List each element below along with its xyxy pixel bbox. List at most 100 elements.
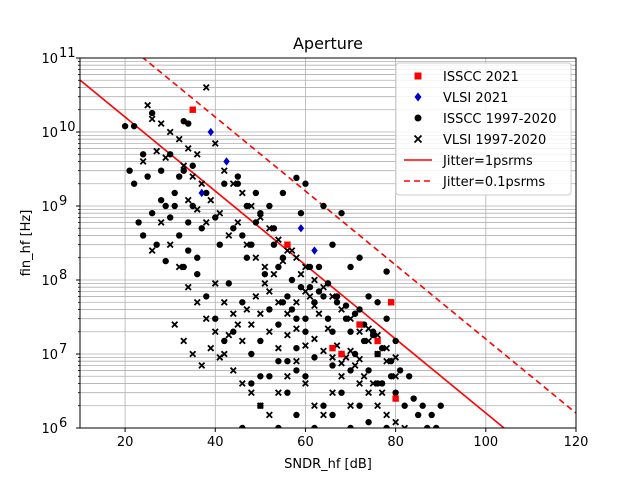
data-point: [342, 302, 350, 309]
plot-frame: [79, 57, 577, 429]
data-point: [180, 263, 187, 271]
y-tick-label: 10: [41, 422, 58, 437]
y-tick-exponent: 9: [59, 194, 67, 209]
data-point: [424, 424, 431, 428]
data-point: [378, 380, 386, 387]
data-point: [419, 402, 426, 409]
data-point: [256, 310, 264, 318]
data-point: [223, 157, 230, 166]
data-point: [433, 424, 440, 428]
data-point: [171, 189, 178, 197]
data-point: [297, 283, 305, 291]
data-point: [243, 306, 251, 313]
data-point: [243, 241, 251, 249]
data-point: [243, 202, 251, 210]
data-point: [252, 254, 260, 262]
data-point: [284, 293, 291, 300]
data-point: [392, 389, 399, 396]
data-point: [261, 270, 269, 278]
data-point: [293, 174, 300, 182]
data-point: [351, 362, 359, 369]
data-point: [193, 298, 201, 306]
data-point: [302, 342, 309, 350]
data-point: [211, 140, 219, 147]
data-point: [293, 411, 300, 419]
data-point: [216, 353, 224, 361]
data-point: [234, 173, 242, 180]
y-tick-label: 10: [41, 348, 58, 363]
data-point: [247, 321, 255, 328]
data-point: [293, 367, 300, 374]
data-point: [311, 402, 318, 410]
data-point: [230, 225, 237, 232]
data-point: [274, 344, 282, 352]
data-point: [365, 367, 372, 374]
data-point: [185, 247, 192, 254]
data-point: [392, 372, 400, 380]
data-point: [306, 292, 314, 300]
data-point: [202, 84, 210, 91]
data-point: [166, 214, 174, 221]
data-point: [220, 298, 228, 306]
data-point: [401, 402, 408, 409]
data-point: [270, 241, 278, 248]
series-2: [121, 109, 444, 428]
data-point: [351, 350, 359, 358]
data-point: [315, 310, 323, 318]
data-point: [189, 350, 197, 358]
data-point: [275, 357, 282, 365]
data-point: [320, 347, 327, 355]
data-point: [247, 389, 255, 397]
x-axis-label: SNDR_hf [dB]: [284, 457, 372, 472]
data-point: [383, 315, 390, 322]
data-point: [311, 276, 318, 284]
data-point: [266, 373, 273, 380]
y-tick-exponent: 10: [59, 120, 76, 135]
data-point: [176, 232, 183, 239]
data-point: [171, 202, 178, 210]
data-point: [198, 188, 205, 198]
data-point: [211, 279, 219, 287]
data-point: [144, 101, 152, 109]
data-point: [157, 196, 165, 204]
data-point: [229, 366, 237, 374]
data-point: [387, 299, 395, 306]
data-point: [220, 167, 228, 175]
data-point: [320, 293, 327, 300]
data-point: [189, 162, 196, 169]
data-point: [261, 263, 269, 271]
data-point: [121, 122, 129, 130]
data-point: [302, 180, 309, 187]
data-point: [185, 219, 192, 226]
data-point: [157, 218, 165, 226]
data-point: [338, 359, 345, 367]
data-point: [347, 367, 354, 374]
data-point: [283, 372, 291, 380]
data-point: [207, 196, 215, 204]
data-point: [338, 350, 345, 358]
data-point: [283, 331, 291, 339]
data-point: [302, 288, 309, 295]
data-point: [292, 254, 300, 262]
data-point: [207, 344, 215, 352]
data-point: [320, 283, 327, 291]
data-point: [265, 328, 273, 336]
data-point: [383, 268, 390, 275]
data-point: [369, 380, 377, 387]
data-point: [202, 315, 210, 323]
data-point: [198, 362, 206, 369]
data-point: [329, 241, 336, 248]
data-point: [347, 328, 354, 335]
data-point: [194, 254, 201, 261]
x-tick-label: 100: [473, 435, 498, 450]
data-point: [225, 280, 232, 287]
data-point: [356, 380, 364, 387]
legend-label: ISSCC 2021: [443, 70, 519, 85]
legend-marker: [414, 72, 422, 80]
data-point: [162, 257, 169, 265]
data-point: [284, 241, 291, 248]
data-point: [365, 293, 372, 300]
data-point: [247, 202, 255, 210]
data-point: [378, 344, 386, 352]
